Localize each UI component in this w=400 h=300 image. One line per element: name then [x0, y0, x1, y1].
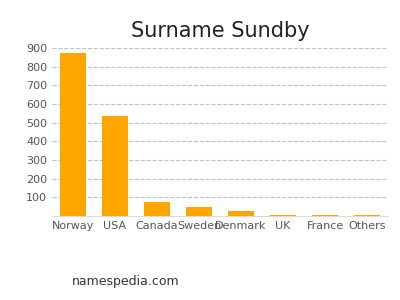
Text: namespedia.com: namespedia.com [72, 275, 180, 288]
Bar [144, 202, 170, 216]
Bar [354, 215, 380, 216]
Bar [102, 116, 128, 216]
Bar [312, 215, 338, 216]
Bar [228, 211, 254, 216]
Bar [186, 207, 212, 216]
Bar [270, 214, 296, 216]
Bar [60, 53, 86, 216]
Title: Surname Sundby: Surname Sundby [131, 21, 309, 41]
